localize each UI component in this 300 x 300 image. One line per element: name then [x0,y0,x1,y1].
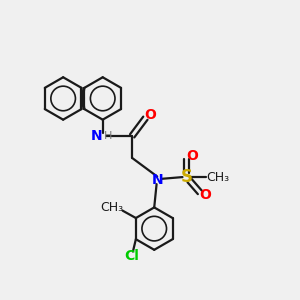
Text: O: O [186,149,198,163]
Text: CH₃: CH₃ [207,171,230,184]
Text: S: S [181,168,193,186]
Text: CH₃: CH₃ [101,201,124,214]
Text: N: N [90,129,102,143]
Text: Cl: Cl [124,249,139,263]
Text: N: N [152,173,163,187]
Text: H: H [104,131,112,141]
Text: O: O [199,188,211,202]
Text: O: O [144,108,156,122]
